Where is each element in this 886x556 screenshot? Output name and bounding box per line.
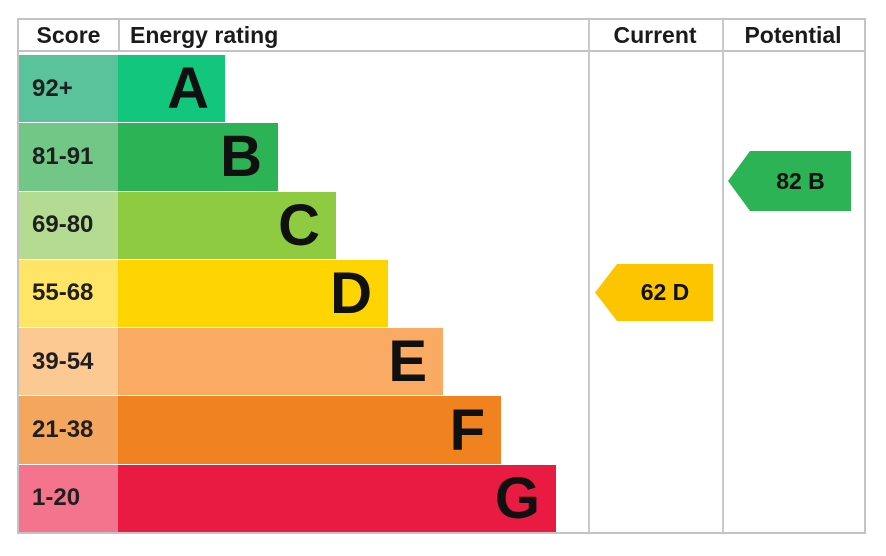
rating-bar-c: C — [118, 191, 336, 259]
rating-bar-d: D — [118, 259, 388, 328]
table-header-row: Score Energy rating Current Potential — [19, 20, 864, 52]
score-range-a: 92+ — [19, 55, 118, 123]
divider-energy-current — [588, 20, 590, 532]
divider-current-potential — [722, 20, 724, 532]
score-range-f: 21-38 — [19, 396, 118, 464]
potential-rating-arrow: 82 B — [728, 151, 851, 211]
epc-table: Score Energy rating Current Potential 92… — [17, 18, 866, 534]
band-row-a: 92+ A — [19, 55, 864, 124]
epc-table-inner: Score Energy rating Current Potential 92… — [19, 20, 864, 532]
score-range-d: 55-68 — [19, 259, 118, 328]
band-row-d: 55-68 D — [19, 259, 864, 329]
score-range-b: 81-91 — [19, 123, 118, 191]
rating-bar-a: A — [118, 55, 225, 123]
rating-bar-b: B — [118, 123, 278, 191]
band-row-b: 81-91 B — [19, 123, 864, 192]
column-header-current: Current — [613, 22, 697, 48]
band-row-g: 1-20 G — [19, 464, 864, 532]
band-row-e: 39-54 E — [19, 328, 864, 397]
column-header-score: Score — [36, 22, 101, 48]
score-range-c: 69-80 — [19, 191, 118, 259]
score-range-e: 39-54 — [19, 328, 118, 396]
rating-bar-f: F — [118, 396, 501, 464]
band-row-f: 21-38 F — [19, 396, 864, 465]
current-rating-label: 62 D — [640, 279, 690, 305]
divider-score-energy — [118, 20, 120, 50]
rating-bar-g: G — [118, 464, 556, 532]
column-header-energy-rating: Energy rating — [130, 22, 279, 48]
rating-bar-e: E — [118, 328, 443, 396]
current-rating-arrow: 62 D — [595, 264, 713, 321]
column-header-potential: Potential — [744, 22, 842, 48]
band-row-c: 69-80 C — [19, 191, 864, 260]
rating-bands: 92+ A 81-91 B 69-80 C 55-68 D 39-54 E 21-38 F 1-20 G — [19, 55, 864, 532]
score-range-g: 1-20 — [19, 464, 118, 532]
potential-rating-label: 82 B — [776, 167, 825, 194]
